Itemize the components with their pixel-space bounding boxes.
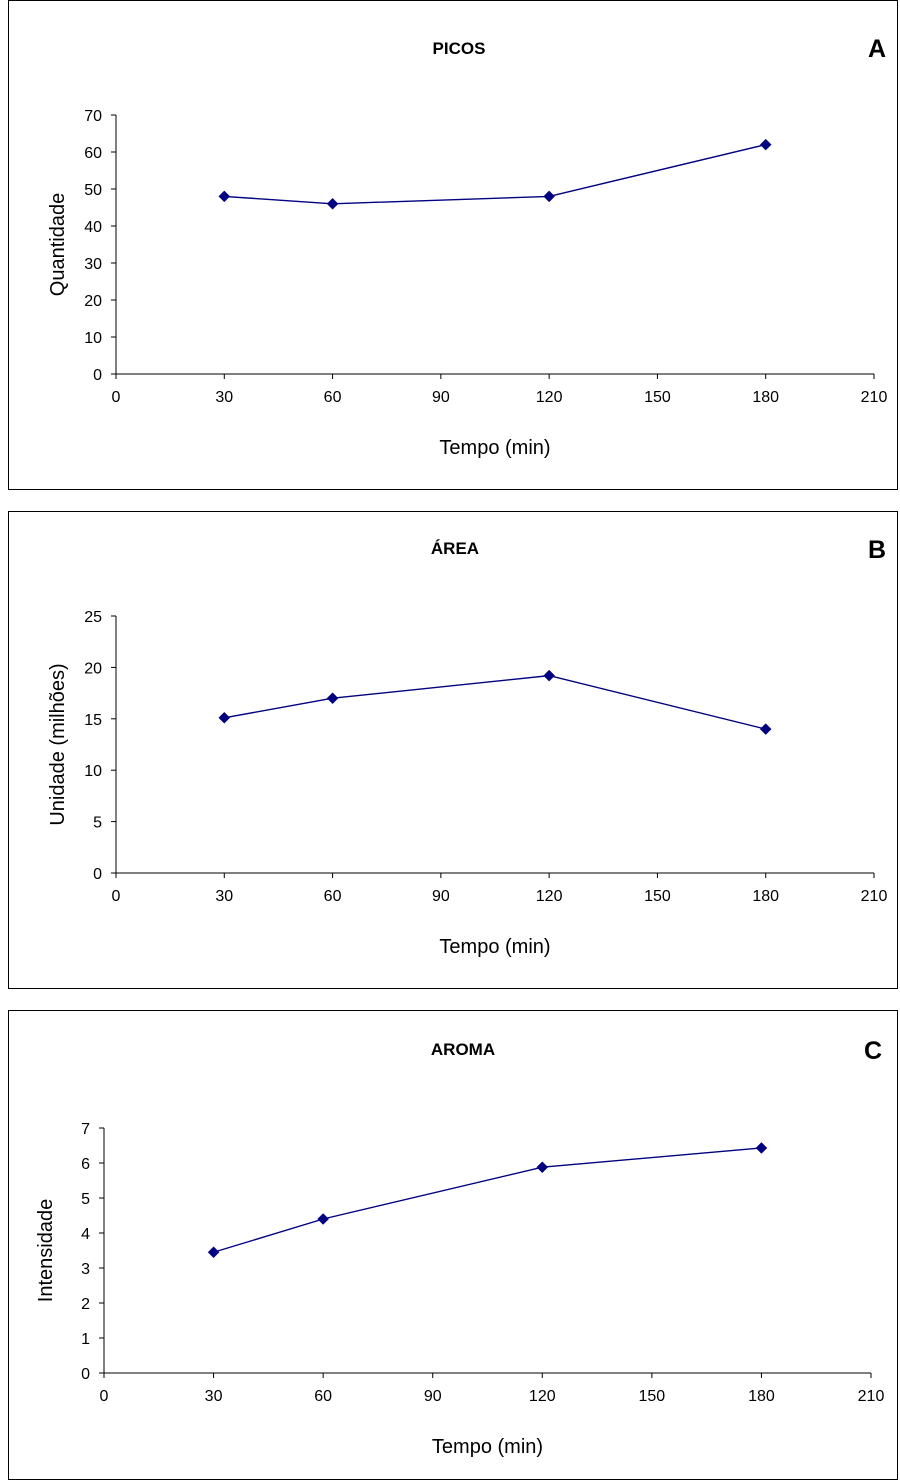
data-point-marker (759, 138, 772, 151)
x-tick-label: 60 (324, 389, 342, 406)
y-axis-label: Intensidade (35, 1199, 57, 1302)
x-axis-label: Tempo (min) (439, 936, 550, 958)
chart-b-canvas: ÁREA B 0 5 10 15 20 25 0 30 60 90 120 150 180 210 Tempo … (47, 536, 888, 958)
chart-c-canvas: AROMA C 0 1 2 3 4 5 6 7 0 30 60 90 120 150 180 210 Tempo (… (35, 1037, 885, 1458)
y-tick-label: 4 (81, 1226, 90, 1243)
x-tick-label: 120 (536, 389, 563, 406)
x-tick-label: 30 (215, 389, 233, 406)
panel-letter: C (864, 1037, 882, 1065)
x-tick-label: 0 (112, 888, 121, 905)
chart-panel-a: PICOS A 0 10 20 30 40 50 60 70 0 30 60 90 120 150 180 210… (8, 0, 898, 490)
x-tick-label: 120 (529, 1388, 556, 1405)
x-tick-label: 150 (644, 389, 671, 406)
data-point-marker (218, 711, 231, 724)
x-tick-label: 30 (205, 1388, 223, 1405)
y-tick-label: 70 (84, 108, 102, 125)
panel-letter: A (868, 35, 886, 63)
y-tick-label: 6 (81, 1156, 90, 1173)
x-tick-label: 210 (858, 1388, 885, 1405)
y-tick-label: 60 (84, 145, 102, 162)
chart-title: AROMA (431, 1040, 495, 1059)
y-tick-label: 2 (81, 1296, 90, 1313)
y-axis-label: Unidade (milhões) (47, 663, 69, 825)
y-tick-label: 20 (84, 660, 102, 677)
data-point-marker (218, 190, 231, 203)
y-tick-label: 30 (84, 256, 102, 273)
x-axis-label: Tempo (min) (439, 437, 550, 459)
x-tick-label: 0 (112, 389, 121, 406)
x-tick-label: 180 (752, 888, 779, 905)
x-tick-label: 90 (432, 888, 450, 905)
chart-title: PICOS (433, 39, 486, 58)
data-point-marker (759, 723, 772, 735)
data-point-marker (317, 1213, 329, 1225)
x-tick-label: 90 (424, 1388, 442, 1405)
x-tick-label: 30 (215, 888, 233, 905)
x-tick-label: 150 (644, 888, 671, 905)
x-tick-label: 60 (324, 888, 342, 905)
y-tick-label: 15 (84, 712, 102, 729)
y-tick-label: 10 (84, 330, 102, 347)
series-line (224, 674, 766, 730)
y-tick-label: 0 (81, 1366, 90, 1383)
data-point-marker (543, 190, 555, 203)
chart-title: ÁREA (431, 539, 479, 558)
y-tick-label: 3 (81, 1261, 90, 1278)
y-tick-label: 20 (84, 293, 102, 310)
data-point-marker (536, 1161, 549, 1174)
panel-letter: B (868, 536, 886, 564)
y-axis-label: Quantidade (47, 193, 69, 296)
series-line (224, 143, 766, 205)
data-point-marker (326, 197, 339, 210)
x-axis-label: Tempo (min) (432, 1436, 543, 1458)
y-tick-label: 5 (81, 1191, 90, 1208)
y-tick-label: 25 (84, 609, 102, 626)
y-tick-label: 50 (84, 182, 102, 199)
y-tick-label: 0 (93, 367, 102, 384)
data-point-marker (326, 692, 339, 705)
x-tick-label: 150 (639, 1388, 666, 1405)
x-tick-label: 60 (314, 1388, 332, 1405)
y-tick-label: 40 (84, 219, 102, 236)
x-tick-label: 90 (432, 389, 450, 406)
chart-a-canvas: PICOS A 0 10 20 30 40 50 60 70 0 30 60 90 120 150 180 210… (47, 35, 888, 459)
y-tick-label: 1 (81, 1331, 90, 1348)
x-tick-label: 180 (752, 389, 779, 406)
y-tick-label: 0 (93, 866, 102, 883)
y-tick-label: 7 (81, 1121, 90, 1138)
y-tick-label: 5 (93, 815, 102, 832)
data-point-marker (207, 1246, 220, 1259)
chart-panel-c: AROMA C 0 1 2 3 4 5 6 7 0 30 60 90 120 150 180 210 Tempo (… (8, 1010, 898, 1480)
x-tick-label: 180 (748, 1388, 775, 1405)
x-tick-label: 120 (536, 888, 563, 905)
x-tick-label: 210 (861, 389, 888, 406)
y-tick-label: 10 (84, 763, 102, 780)
x-tick-label: 0 (100, 1388, 109, 1405)
data-point-marker (755, 1142, 768, 1154)
data-point-marker (543, 669, 555, 682)
series-line (213, 1147, 762, 1253)
chart-panel-b: ÁREA B 0 5 10 15 20 25 0 30 60 90 120 150 180 210 Tempo … (8, 511, 898, 989)
x-tick-label: 210 (861, 888, 888, 905)
